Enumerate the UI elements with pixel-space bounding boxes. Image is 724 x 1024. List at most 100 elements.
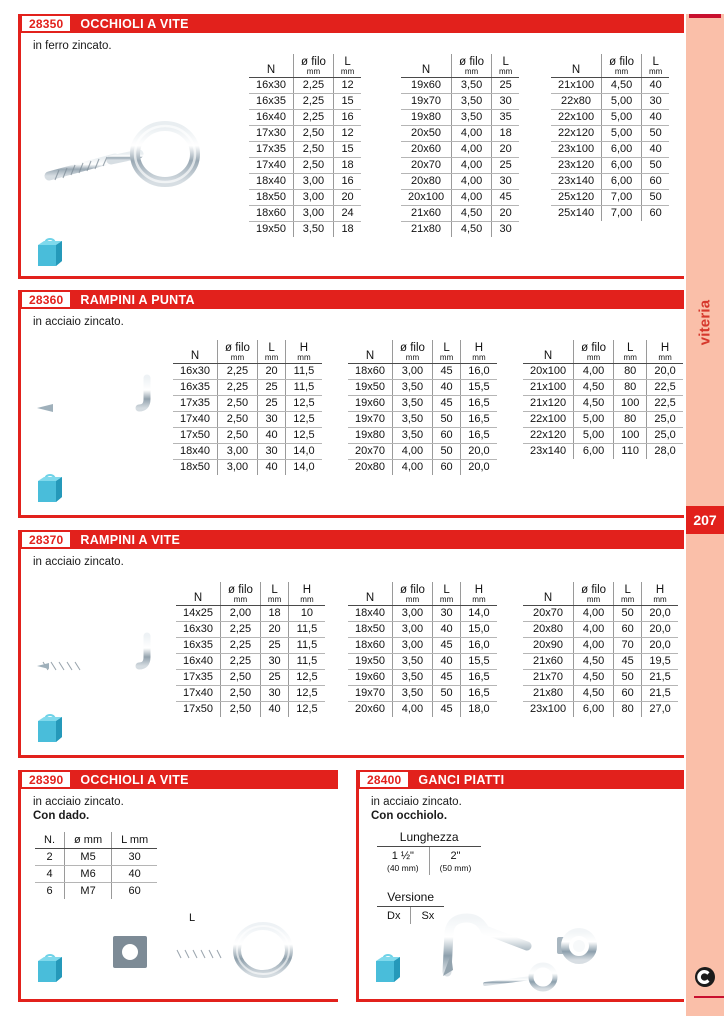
- table-cell-3: 20,0: [460, 443, 497, 460]
- table-cell-2: 45: [432, 669, 462, 686]
- table-cell-2: 15: [333, 141, 362, 158]
- table-cell-2: 40: [432, 653, 462, 670]
- table-cell-1: 4,50: [573, 685, 615, 702]
- table-cell-3: 20,0: [646, 363, 683, 380]
- table-cell-3: 16,5: [460, 411, 497, 428]
- table-cell-0: 18x50: [348, 621, 393, 638]
- table-cell-1: 2,25: [220, 637, 261, 654]
- table-cell-2: 16: [333, 173, 362, 190]
- screw-eye-icon: [44, 121, 200, 187]
- table-cell-1: 3,00: [293, 189, 334, 206]
- table-cell-1: M6: [64, 865, 113, 883]
- table-cell-0: 18x50: [249, 189, 294, 206]
- table-cell-1: M7: [64, 882, 113, 899]
- table-cell-2: 45: [613, 653, 643, 670]
- table-cell-2: 60: [613, 621, 643, 638]
- table-cell-1: 3,50: [392, 685, 433, 702]
- table-cell-1: 2,25: [217, 363, 258, 380]
- table-cell-0: 19x70: [401, 93, 453, 110]
- table-cell-2: 45: [432, 637, 462, 654]
- table-row: 19x70 3,50 50 16,5: [348, 685, 497, 702]
- table-cell-0: 18x60: [348, 363, 393, 380]
- table-cell-2: 20: [333, 189, 362, 206]
- table-cell-2: 50: [432, 443, 462, 460]
- section-header: 28370 RAMPINI A VITE: [20, 530, 684, 549]
- table-row: 20x100 4,00 45: [401, 189, 520, 206]
- table-cell-3: 22,5: [646, 395, 683, 412]
- table-body: 18x60 3,00 45 16,0 19x50 3,50 40 15,5 19x60 3,50 4…: [348, 363, 497, 475]
- version-option-dx: Dx: [377, 907, 412, 924]
- section-code: 28370: [22, 532, 71, 547]
- table-row: 20x70 4,00 25: [401, 157, 520, 174]
- table-row: 25x120 7,00 50: [551, 189, 670, 206]
- screw-eye-with-nut-icon: [113, 922, 293, 978]
- table-cell-1: 4,00: [573, 605, 615, 622]
- l-hook-point-icon: [37, 374, 151, 412]
- table-cell-0: 22x100: [523, 411, 575, 428]
- table-cell-1: 3,50: [293, 221, 334, 237]
- table-row: 18x40 3,00 30 14,0: [348, 605, 497, 622]
- table-cell-2: 30: [111, 848, 158, 866]
- table-cell-0: 20x100: [523, 363, 575, 380]
- table-cell-2: 25: [491, 157, 520, 174]
- table-cell-0: 2: [35, 848, 65, 866]
- table-cell-2: 100: [613, 427, 648, 444]
- table-cell-0: 16x40: [176, 653, 221, 670]
- length-option-2: 2" (50 mm): [439, 850, 472, 873]
- table-cell-3: 10: [288, 605, 325, 622]
- table-cell-2: 60: [128, 885, 141, 897]
- table-cell-2: 40: [432, 379, 462, 396]
- table-cell-0: 17x35: [173, 395, 218, 412]
- table-cell-1: 2,50: [293, 125, 334, 142]
- table-cell-1: 2,50: [217, 395, 258, 412]
- table-row: 20x80 4,00 60 20,0: [348, 459, 497, 475]
- table-cell-3: 16,5: [460, 395, 497, 412]
- table-cell-0: 23x120: [551, 157, 603, 174]
- table-cell-0: 17x40: [176, 685, 221, 702]
- table-row: 21x70 4,50 50 21,5: [523, 669, 678, 686]
- table-cell-2: 60: [613, 685, 643, 702]
- section-header: 28390 OCCHIOLI A VITE: [20, 770, 338, 789]
- table-cell-2: 50: [641, 157, 670, 174]
- table-cell-3: 20,0: [641, 605, 678, 622]
- table-cell-2: 30: [257, 443, 287, 460]
- table-cell-1: 4,00: [392, 459, 433, 475]
- table-cell-1: 2,00: [220, 605, 261, 622]
- section-code: 28350: [22, 16, 71, 31]
- table-cell-2: 80: [613, 411, 648, 428]
- category-side-tab: viteria 207: [686, 14, 724, 1016]
- table-row: 2 M5 30: [35, 848, 158, 866]
- c-logo-icon: [695, 967, 715, 987]
- table-row: 19x70 3,50 30: [401, 93, 520, 110]
- table-cell-1: 6,00: [601, 173, 643, 190]
- blue-package-icon: [376, 953, 400, 982]
- table-cell-2: 18: [341, 223, 354, 236]
- table-cell-3: 16,5: [460, 669, 497, 686]
- table-row: 20x60 4,00 45 18,0: [348, 701, 497, 717]
- section-title: OCCHIOLI A VITE: [80, 16, 189, 31]
- table-cell-2: 18: [491, 125, 520, 142]
- section-code: 28360: [22, 292, 71, 307]
- table-cell-0: 16x30: [249, 77, 294, 94]
- table-cell-0: 20x70: [348, 443, 393, 460]
- table-row: 19x60 3,50 25: [401, 77, 520, 94]
- table-cell-2: 40: [257, 427, 287, 444]
- version-table-caption: Versione: [377, 890, 445, 907]
- section-subtitle: in acciaio zincato.: [33, 556, 124, 568]
- table-cell-2: 40: [111, 865, 158, 883]
- table-row: 21x60 4,50 45 19,5: [523, 653, 678, 670]
- flat-hook-with-eye-icon: [442, 913, 597, 992]
- table-cell-0: 17x35: [249, 141, 294, 158]
- table-cell-2: 40: [257, 459, 287, 475]
- table-cell-0: 17x35: [176, 669, 221, 686]
